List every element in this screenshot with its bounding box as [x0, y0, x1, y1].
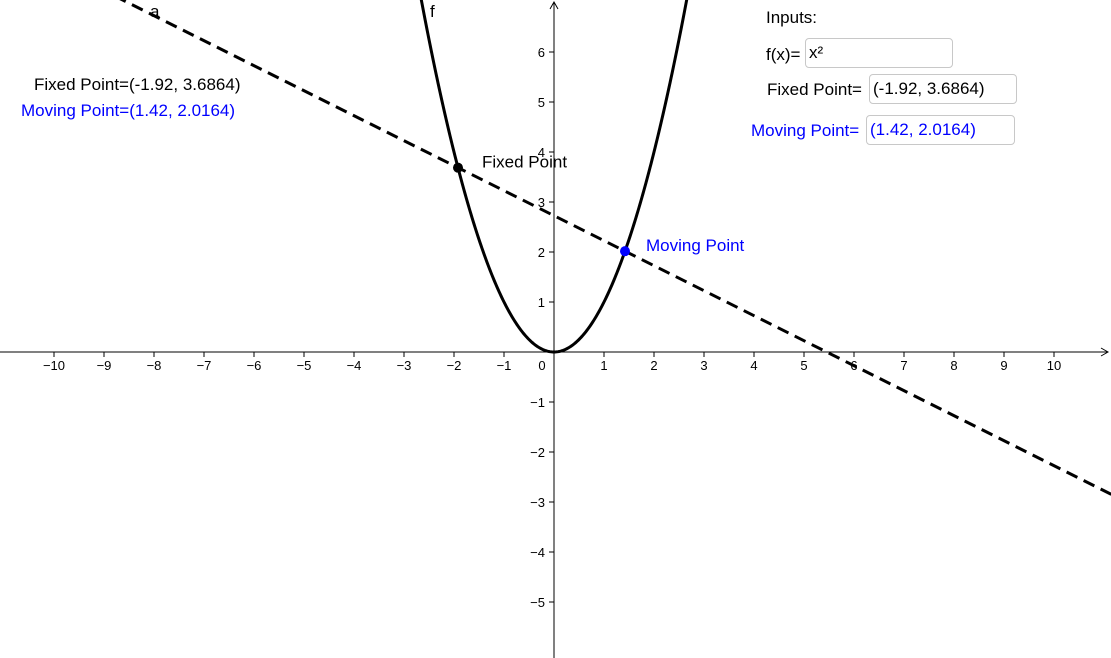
y-tick-label: 1 [538, 295, 545, 310]
function-curve-f[interactable] [414, 0, 694, 354]
x-tick-label: −6 [247, 358, 262, 373]
y-tick-label: 3 [538, 195, 545, 210]
y-tick-label: 6 [538, 45, 545, 60]
fixed-point-label: Fixed Point [482, 153, 567, 172]
inputs-title: Inputs: [766, 8, 818, 27]
x-tick-label: −10 [43, 358, 65, 373]
x-axis-arrow [1100, 347, 1110, 357]
fixed-point-input-label: Fixed Point= [767, 80, 862, 99]
line-a[interactable] [0, 0, 1111, 496]
moving-point-label: Moving Point [646, 236, 745, 255]
x-tick-label: 9 [1000, 358, 1007, 373]
fx-label: f(x)= [766, 45, 801, 64]
x-tick-label: −5 [297, 358, 312, 373]
moving-point[interactable] [620, 246, 630, 257]
algebra-fixed-point: Fixed Point=(-1.92, 3.6864) [34, 75, 241, 94]
x-tick-label: 10 [1047, 358, 1061, 373]
x-tick-label: −1 [497, 358, 512, 373]
axis-ticks: −10−9−8−7−6−5−4−3−2−1123456789100654321−… [43, 45, 1061, 610]
moving-point-input-label: Moving Point= [751, 121, 860, 140]
x-tick-label: −7 [197, 358, 212, 373]
y-axis-arrow [549, 0, 559, 10]
x-tick-label: 1 [600, 358, 607, 373]
x-tick-label: −4 [347, 358, 362, 373]
fixed-point-input[interactable] [869, 74, 1017, 104]
x-tick-label: 2 [650, 358, 657, 373]
function-label: f [430, 2, 435, 21]
y-tick-label: −4 [530, 545, 545, 560]
y-tick-label: −5 [530, 595, 545, 610]
moving-point-input[interactable] [866, 115, 1015, 145]
y-tick-label: 2 [538, 245, 545, 260]
x-tick-label: 3 [700, 358, 707, 373]
x-tick-label: 5 [800, 358, 807, 373]
line-label: a [150, 2, 160, 21]
y-tick-label: 4 [538, 145, 545, 160]
fx-input[interactable] [805, 38, 953, 68]
y-tick-label: −2 [530, 445, 545, 460]
origin-label: 0 [538, 358, 545, 373]
x-tick-label: −9 [97, 358, 112, 373]
y-tick-label: 5 [538, 95, 545, 110]
x-tick-label: −3 [397, 358, 412, 373]
y-tick-label: −1 [530, 395, 545, 410]
x-tick-label: −8 [147, 358, 162, 373]
x-tick-label: 7 [900, 358, 907, 373]
x-tick-label: 4 [750, 358, 757, 373]
fixed-point[interactable] [453, 162, 463, 173]
x-tick-label: 8 [950, 358, 957, 373]
y-tick-label: −3 [530, 495, 545, 510]
x-tick-label: −2 [447, 358, 462, 373]
algebra-moving-point: Moving Point=(1.42, 2.0164) [21, 101, 236, 120]
